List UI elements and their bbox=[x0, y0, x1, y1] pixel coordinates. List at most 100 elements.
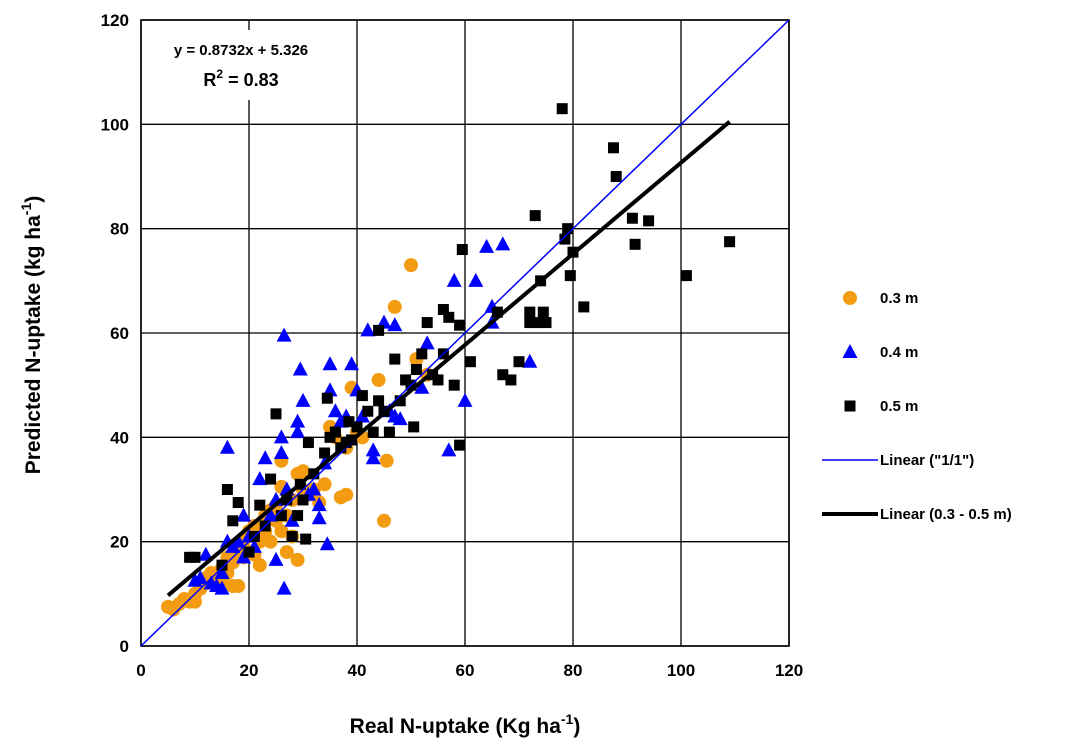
data-point bbox=[225, 555, 240, 570]
data-point bbox=[317, 477, 332, 492]
x-tick-label: 20 bbox=[240, 661, 259, 680]
data-point bbox=[377, 513, 391, 528]
data-point bbox=[297, 494, 309, 506]
y-tick-label: 120 bbox=[101, 11, 129, 30]
data-point bbox=[643, 215, 655, 227]
data-point bbox=[367, 426, 379, 438]
data-point bbox=[414, 379, 430, 394]
data-point bbox=[192, 570, 208, 585]
x-tick-label: 40 bbox=[348, 661, 367, 680]
data-point bbox=[556, 103, 568, 115]
r-squared-label: R bbox=[203, 70, 216, 90]
y-tick-label: 100 bbox=[101, 115, 129, 134]
data-point bbox=[608, 142, 619, 154]
legend-label: 0.4 m bbox=[880, 344, 918, 361]
data-point bbox=[387, 299, 402, 314]
data-point bbox=[497, 369, 509, 381]
data-point bbox=[443, 311, 455, 323]
data-point bbox=[254, 499, 266, 511]
data-point bbox=[273, 429, 289, 444]
data-point bbox=[276, 327, 292, 342]
data-point bbox=[322, 356, 338, 371]
data-point bbox=[373, 324, 385, 336]
data-point bbox=[562, 223, 574, 235]
data-point bbox=[724, 236, 736, 248]
data-point bbox=[339, 487, 354, 502]
data-point bbox=[300, 533, 312, 545]
data-point bbox=[232, 497, 244, 509]
data-point bbox=[329, 426, 341, 438]
y-tick-label: 0 bbox=[120, 637, 129, 656]
x-tick-label: 80 bbox=[564, 661, 583, 680]
data-point bbox=[454, 439, 466, 451]
data-point bbox=[302, 437, 314, 449]
data-points bbox=[161, 103, 736, 617]
data-point bbox=[522, 353, 538, 368]
y-axis-title-main: Predicted N-uptake (kg ha bbox=[22, 215, 45, 474]
data-point bbox=[286, 530, 298, 542]
data-point bbox=[365, 450, 381, 465]
x-tick-label: 0 bbox=[136, 661, 145, 680]
data-point bbox=[491, 306, 503, 318]
data-point bbox=[680, 270, 692, 282]
data-point bbox=[252, 471, 268, 486]
x-axis-title-sup: -1 bbox=[561, 711, 574, 727]
data-point bbox=[404, 258, 418, 273]
data-point bbox=[311, 497, 327, 512]
plot-frame bbox=[140, 19, 790, 647]
y-axis-title: Predicted N-uptake (kg ha-1) bbox=[18, 196, 45, 475]
data-point bbox=[189, 551, 201, 563]
y-axis-title-end: ) bbox=[22, 196, 45, 203]
data-point bbox=[524, 317, 536, 329]
data-point bbox=[273, 444, 289, 459]
data-point bbox=[292, 510, 304, 522]
x-tick-label: 60 bbox=[456, 661, 475, 680]
data-point bbox=[446, 272, 462, 287]
data-point bbox=[263, 534, 278, 549]
legend-label: 0.5 m bbox=[880, 398, 918, 415]
data-point bbox=[216, 559, 228, 571]
y-axis-title-sup: -1 bbox=[18, 203, 34, 216]
x-axis-title-end: ) bbox=[573, 715, 580, 738]
data-point bbox=[371, 372, 386, 387]
data-point bbox=[321, 392, 333, 404]
equation-box: y = 0.8732x + 5.326 R2 = 0.83 bbox=[147, 30, 335, 100]
legend-label: Linear (0.3 - 0.5 m) bbox=[880, 506, 1012, 523]
r-squared-value: = 0.83 bbox=[223, 70, 279, 90]
data-point bbox=[559, 233, 571, 245]
data-point bbox=[432, 374, 444, 386]
data-point bbox=[524, 306, 536, 318]
data-point bbox=[227, 515, 239, 527]
data-point bbox=[479, 238, 495, 253]
r-squared-text: R2 = 0.83 bbox=[203, 67, 278, 90]
data-point bbox=[265, 473, 277, 485]
data-point bbox=[230, 533, 246, 548]
legend-label: 0.3 m bbox=[880, 290, 918, 307]
fit-lines bbox=[140, 19, 790, 647]
y-tick-label: 80 bbox=[110, 220, 129, 239]
data-point bbox=[495, 236, 511, 251]
data-point bbox=[392, 411, 408, 426]
data-point bbox=[379, 453, 394, 468]
data-point bbox=[295, 392, 311, 407]
data-point bbox=[408, 421, 420, 433]
regression-line bbox=[166, 120, 731, 597]
series-0-5-m bbox=[184, 103, 736, 571]
data-point bbox=[292, 361, 308, 376]
x-axis-title-main: Real N-uptake (Kg ha bbox=[350, 715, 562, 738]
data-point bbox=[578, 301, 590, 313]
data-point bbox=[457, 392, 473, 407]
data-point bbox=[214, 580, 230, 595]
legend: 0.3 m 0.4 m 0.5 m Linear ("1/1") Linear (0.3… bbox=[822, 290, 1012, 523]
data-point bbox=[419, 335, 435, 350]
data-point bbox=[252, 558, 267, 573]
data-point bbox=[351, 421, 363, 433]
data-point bbox=[540, 317, 552, 329]
data-point bbox=[448, 379, 460, 391]
data-point bbox=[389, 353, 401, 365]
data-point bbox=[311, 510, 327, 525]
data-point bbox=[319, 536, 335, 551]
data-point bbox=[281, 494, 293, 506]
data-point bbox=[437, 304, 449, 316]
